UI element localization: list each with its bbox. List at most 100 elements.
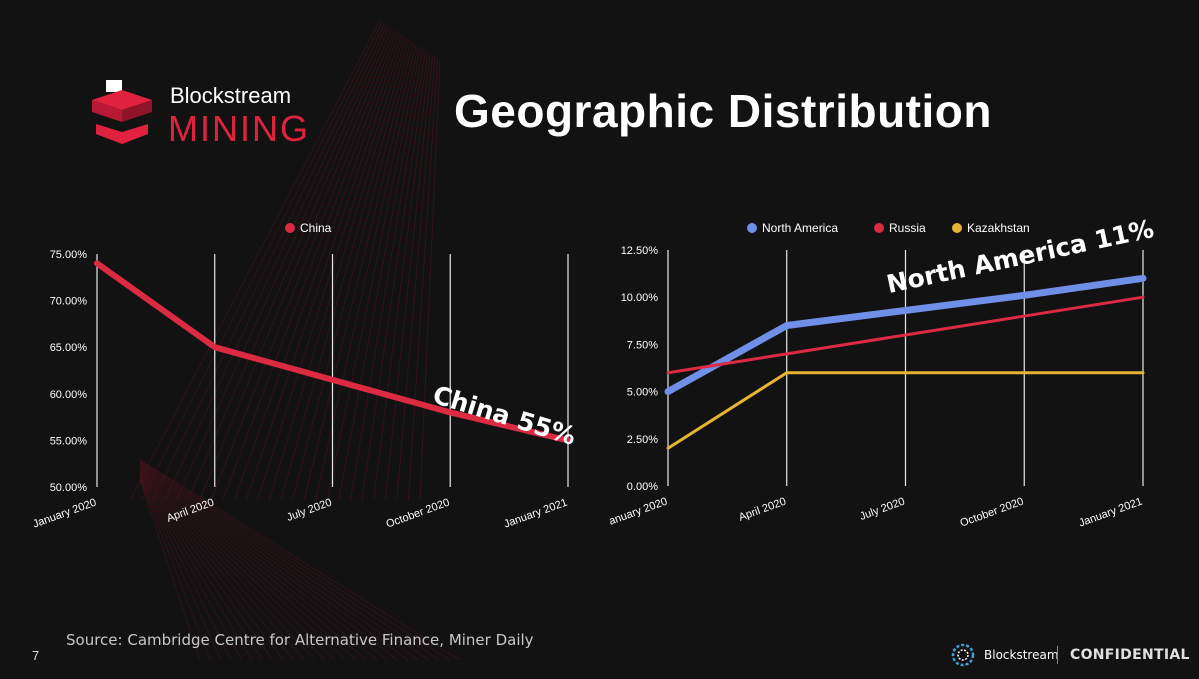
legend-label: North America (762, 221, 838, 235)
decoration-line (408, 58, 438, 501)
decoration-line (139, 462, 430, 661)
footer-brand: Blockstream (950, 642, 1059, 668)
logo-product-text: MINING (168, 108, 310, 149)
decoration-line (303, 43, 417, 501)
decoration-line (373, 53, 431, 501)
other-regions-share-chart: 12.50% 10.00% 7.50% 5.00% 2.50% 0.00% January … (610, 221, 1147, 530)
series-line-north-america (664, 274, 1147, 396)
y-tick-label: 65.00% (50, 342, 88, 354)
decoration-line (419, 59, 441, 501)
y-tick-label: 70.00% (50, 296, 88, 308)
decoration-line (187, 27, 393, 501)
decoration-line (176, 26, 390, 501)
decoration-line (139, 474, 263, 661)
decoration-line (292, 42, 414, 501)
y-tick-label: 55.00% (50, 435, 88, 447)
decoration-line (361, 51, 429, 501)
decoration-line (139, 459, 461, 661)
decoration-line (139, 467, 357, 661)
slide-title: Geographic Distribution (454, 85, 992, 137)
blockstream-ring-icon (951, 643, 975, 667)
decoration-line (139, 466, 367, 661)
decoration-line (139, 475, 253, 661)
decoration-line (139, 462, 419, 661)
decoration-line (280, 40, 412, 501)
decoration-line (139, 470, 315, 661)
decoration-line (139, 479, 211, 661)
y-tick-label: 5.00% (627, 387, 658, 399)
source-note: Source: Cambridge Centre for Alternative… (66, 631, 534, 649)
legend-label: Kazakhstan (967, 221, 1030, 235)
confidential-label: CONFIDENTIAL (1070, 647, 1190, 663)
blockstream-cube-icon (92, 80, 152, 144)
x-tick-label: January 2021 (1077, 496, 1144, 530)
decoration-line (139, 465, 388, 661)
x-tick-label: July 2020 (858, 496, 906, 523)
decoration-line (139, 477, 232, 661)
decoration-line (139, 460, 450, 661)
legend-label: China (300, 221, 332, 235)
decoration-line (152, 23, 386, 501)
y-tick-label: 50.00% (50, 482, 88, 494)
x-tick-label: April 2020 (165, 497, 216, 525)
decoration-line (338, 48, 424, 501)
legend-label: Russia (889, 221, 926, 235)
page-number: 7 (32, 648, 40, 663)
decoration-line (139, 466, 378, 661)
x-tick-label: July 2020 (285, 497, 333, 524)
decoration-line (139, 469, 336, 661)
x-tick-label: January 2021 (502, 497, 569, 531)
decoration-line (210, 31, 398, 501)
decoration-line (139, 472, 294, 661)
footer-brand-name: Blockstream (984, 648, 1059, 662)
decoration-line (139, 474, 274, 661)
logo-brand-text: Blockstream (170, 83, 292, 108)
decoration-line (139, 470, 326, 661)
y-tick-label: 7.50% (627, 339, 658, 351)
x-tick-label: October 2020 (385, 497, 452, 531)
y-tick-label: 0.00% (627, 481, 658, 493)
decoration-line (245, 35, 405, 501)
y-tick-label: 12.50% (621, 245, 659, 257)
decoration-line (139, 479, 201, 661)
x-tick-label: April 2020 (737, 496, 788, 524)
footer-divider (1057, 646, 1058, 664)
decoration-line (164, 24, 388, 501)
x-tick-label: October 2020 (959, 496, 1026, 530)
decoration-line (222, 32, 400, 501)
decoration-line (139, 468, 346, 661)
decoration-line (139, 473, 284, 661)
china-share-chart: 75.00% 70.00% 65.00% 60.00% 55.00% 50.00% Janu… (31, 221, 571, 531)
decoration-line (268, 39, 410, 501)
decoration-line (199, 29, 395, 501)
legend-marker (747, 223, 757, 233)
decoration-line (350, 50, 426, 501)
decoration-line (129, 19, 381, 501)
y-tick-label: 75.00% (50, 249, 88, 261)
series-line-russia (666, 295, 1145, 375)
y-tick-label: 2.50% (627, 434, 658, 446)
x-tick-label: January 2020 (610, 496, 669, 530)
x-tick-label: January 2020 (31, 497, 98, 531)
series-line-china (94, 260, 571, 444)
blockstream-mining-logo: Blockstream MINING (88, 78, 348, 150)
y-tick-label: 10.00% (621, 292, 659, 304)
decoration-line (384, 55, 434, 501)
decoration-line (139, 461, 440, 661)
legend-marker (952, 223, 962, 233)
decoration-line (326, 47, 422, 501)
decoration-line (139, 476, 242, 661)
series-line-kazakhstan (666, 371, 1145, 450)
legend-marker (285, 223, 295, 233)
decoration-line (234, 34, 402, 501)
decoration-line (141, 21, 383, 501)
decoration-line (396, 56, 436, 501)
decoration-line (139, 471, 305, 661)
decoration-line (139, 464, 398, 661)
y-tick-label: 60.00% (50, 389, 88, 401)
decoration-line (139, 478, 222, 661)
legend-marker (874, 223, 884, 233)
decoration-line (139, 463, 409, 661)
